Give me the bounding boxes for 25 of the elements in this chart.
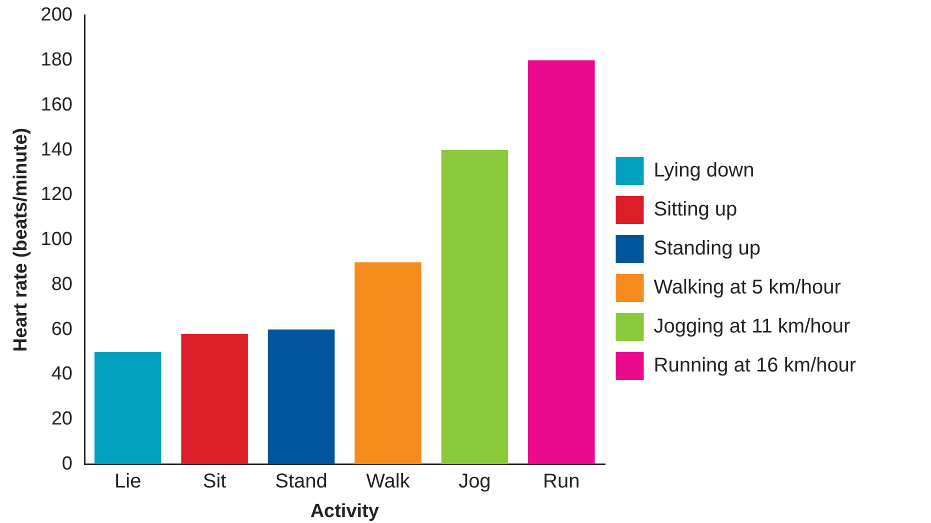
y-tick-label: 140 bbox=[40, 139, 72, 160]
x-tick-label: Lie bbox=[114, 470, 142, 493]
legend-label: Lying down bbox=[654, 160, 754, 182]
x-axis-title: Activity bbox=[310, 500, 380, 522]
legend-label: Jogging at 11 km/hour bbox=[654, 316, 851, 338]
y-tick-label: 200 bbox=[40, 4, 72, 26]
legend-label: Walking at 5 km/hour bbox=[654, 276, 842, 299]
x-tick-label: Run bbox=[543, 470, 580, 493]
y-tick-label: 120 bbox=[40, 184, 72, 206]
y-tick-label: 80 bbox=[51, 274, 72, 295]
y-axis-title: Heart rate (beats/minute) bbox=[10, 128, 32, 352]
x-tick-label: Stand bbox=[275, 470, 328, 493]
x-tick-label: Jog bbox=[458, 470, 491, 493]
x-tick-label: Walk bbox=[366, 470, 411, 493]
y-tick-label: 20 bbox=[51, 408, 72, 430]
legend-label: Running at 16 km/hour bbox=[654, 354, 856, 377]
y-tick-label: 40 bbox=[51, 364, 72, 385]
y-tick-label: 0 bbox=[62, 453, 72, 474]
legend-label: Sitting up bbox=[654, 198, 738, 221]
y-tick-label: 60 bbox=[51, 318, 72, 340]
y-tick-label: 160 bbox=[40, 94, 72, 116]
y-tick-label: 180 bbox=[40, 50, 72, 71]
y-tick-label: 100 bbox=[40, 229, 72, 250]
x-tick-label: Sit bbox=[202, 470, 227, 493]
legend-label: Standing up bbox=[654, 238, 761, 260]
